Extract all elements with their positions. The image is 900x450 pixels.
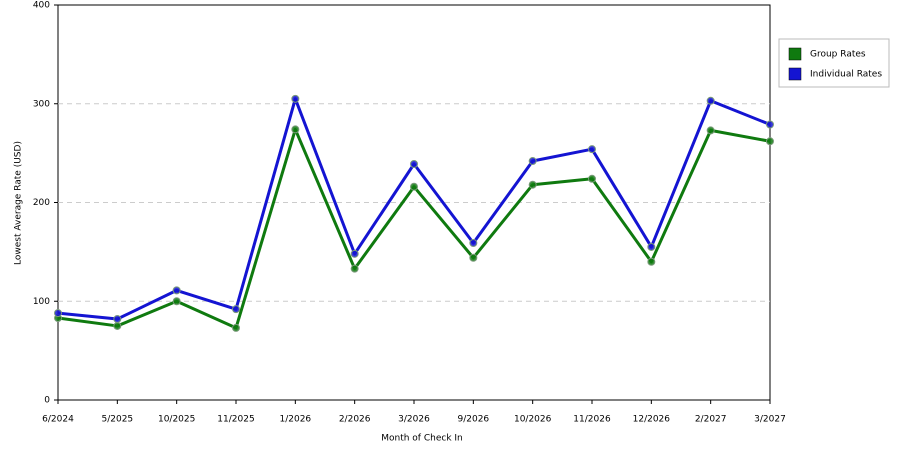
data-point xyxy=(588,174,596,183)
data-point xyxy=(706,96,715,105)
data-point xyxy=(172,286,181,295)
x-tick-label: 10/2026 xyxy=(514,415,552,425)
data-point xyxy=(113,321,122,330)
data-point xyxy=(706,126,715,135)
data-point xyxy=(350,264,359,273)
data-point xyxy=(469,253,478,262)
legend-label: Individual Rates xyxy=(810,70,882,80)
data-point xyxy=(291,94,300,103)
data-point xyxy=(469,238,478,247)
x-tick-label: 9/2026 xyxy=(457,415,489,425)
y-tick-label: 0 xyxy=(44,396,50,406)
x-tick-label: 2/2027 xyxy=(695,415,727,425)
x-tick-label: 10/2025 xyxy=(158,415,195,425)
y-tick-label: 400 xyxy=(33,1,50,11)
data-point xyxy=(528,157,537,166)
data-point xyxy=(291,125,300,134)
data-point xyxy=(766,137,774,146)
data-point xyxy=(410,182,418,191)
legend: Group Rates Individual Rates xyxy=(778,38,890,88)
legend-swatch xyxy=(788,47,802,61)
y-tick-label: 200 xyxy=(33,198,50,208)
data-point xyxy=(528,180,537,189)
x-tick-label: 11/2025 xyxy=(217,415,254,425)
data-point xyxy=(647,257,656,266)
x-tick-label: 11/2026 xyxy=(573,415,611,425)
x-tick-label: 5/2025 xyxy=(101,415,133,425)
x-tick-label: 2/2026 xyxy=(339,415,371,425)
data-point xyxy=(766,120,774,129)
y-tick-label: 300 xyxy=(33,99,50,109)
data-point xyxy=(172,297,181,306)
y-axis-label: Lowest Average Rate (USD) xyxy=(14,141,24,265)
legend-swatch xyxy=(788,67,802,81)
data-point xyxy=(232,323,240,332)
data-point xyxy=(232,305,240,314)
x-tick-label: 12/2026 xyxy=(633,415,671,425)
x-tick-label: 6/2024 xyxy=(42,415,74,425)
x-axis-label: Month of Check In xyxy=(381,434,463,444)
x-tick-label: 3/2026 xyxy=(398,415,430,425)
data-point xyxy=(113,315,122,324)
data-point xyxy=(588,145,596,154)
data-point xyxy=(647,242,656,251)
data-point xyxy=(350,249,359,258)
y-tick-label: 100 xyxy=(33,297,50,307)
data-point xyxy=(54,309,62,318)
x-tick-label: 1/2026 xyxy=(279,415,311,425)
x-tick-label: 3/2027 xyxy=(754,415,786,425)
legend-label: Group Rates xyxy=(810,50,866,60)
data-point xyxy=(410,159,418,168)
